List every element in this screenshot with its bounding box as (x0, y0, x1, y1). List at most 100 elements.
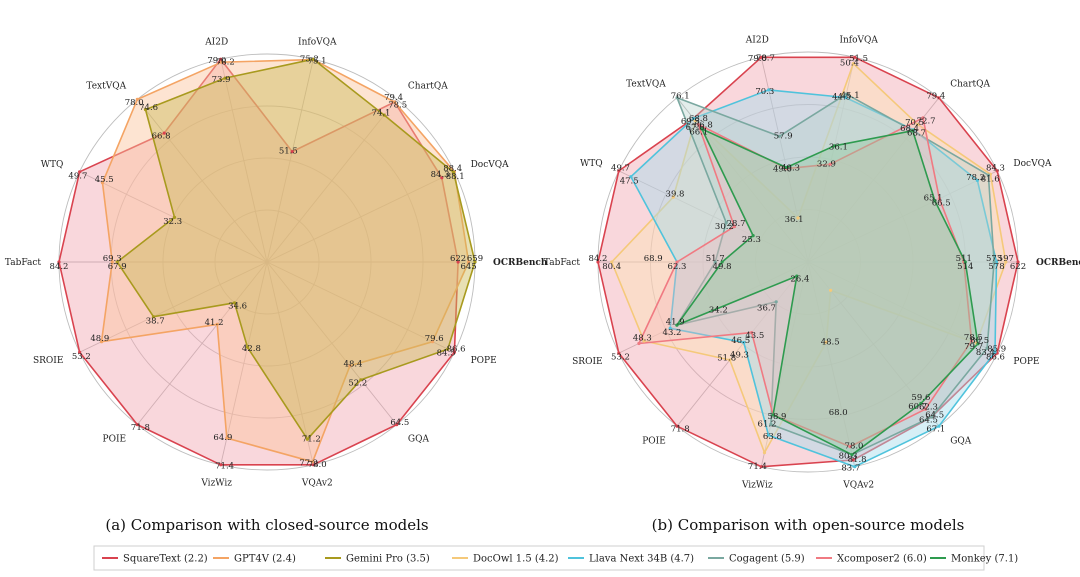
value-label: 25.3 (742, 235, 761, 245)
data-point (995, 169, 999, 173)
caption-closed-source: (a) Comparison with closed-source models (105, 516, 428, 534)
data-point (832, 144, 837, 148)
value-label: 67.9 (108, 262, 127, 272)
axis-label: WTQ (41, 160, 64, 170)
value-label: 86.6 (986, 353, 1005, 363)
data-point (100, 181, 105, 185)
legend: SquareText (2.2) GPT4V (2.4) Gemini Pro (3… (93, 545, 1018, 571)
data-point (992, 260, 996, 264)
value-label: 44.5 (832, 93, 851, 103)
data-point (921, 116, 925, 120)
data-point (115, 260, 119, 264)
value-label: 66.8 (152, 132, 171, 142)
axis-label: GQA (950, 436, 972, 446)
data-point (911, 129, 915, 133)
value-label: 86.6 (447, 345, 466, 355)
axis-label: OCRBench (1036, 258, 1080, 268)
data-point (728, 358, 732, 362)
value-label: 36.1 (829, 143, 848, 153)
data-point (245, 345, 250, 349)
axis-label: GQA (408, 435, 430, 445)
value-label: 49.3 (730, 350, 749, 360)
data-point (848, 445, 852, 449)
data-point (311, 460, 315, 464)
value-label: 49.7 (611, 163, 630, 173)
data-point (57, 260, 61, 264)
axis-label: VQAv2 (842, 480, 874, 490)
data-point (305, 437, 309, 441)
data-point (937, 424, 941, 428)
value-label: 80.5 (970, 336, 989, 346)
data-point (359, 378, 363, 382)
data-point (143, 108, 148, 112)
value-label: 68.0 (829, 408, 848, 418)
axis-spoke (266, 171, 455, 263)
value-label: 62.3 (919, 403, 938, 413)
axis-spoke (807, 170, 998, 263)
data-point (844, 92, 848, 96)
data-point (696, 122, 700, 126)
axis-spoke (266, 261, 314, 465)
data-point (642, 339, 646, 343)
value-label: 578 (988, 262, 1004, 272)
data-point (759, 465, 763, 469)
data-point (440, 176, 444, 180)
value-label: 67.6 (686, 123, 705, 133)
axis-label: WTQ (580, 159, 603, 169)
data-point (777, 134, 781, 138)
data-point (219, 57, 223, 61)
data-point (851, 62, 855, 66)
value-label: 49.8 (713, 262, 732, 272)
data-point (1004, 260, 1008, 264)
value-label: 49.7 (68, 171, 87, 181)
value-label: 70.3 (755, 87, 774, 97)
data-point (759, 55, 763, 59)
value-label: 66.5 (932, 198, 951, 208)
axis-label: POPE (1013, 357, 1039, 367)
value-label: 32.9 (817, 159, 836, 169)
value-label: 622 (1010, 262, 1026, 272)
value-label: 84.2 (589, 254, 608, 264)
data-point (853, 465, 857, 469)
axis-spoke (807, 261, 856, 467)
axis-label: POPE (471, 356, 497, 366)
axis-label: VizWiz (200, 478, 232, 488)
value-label: 28.7 (727, 219, 746, 229)
value-label: 74.6 (139, 103, 158, 113)
data-point (742, 340, 746, 345)
data-point (617, 169, 621, 173)
axis-label: TabFact (5, 258, 41, 268)
axis-spoke (266, 99, 398, 263)
value-label: 69.5 (681, 117, 700, 127)
value-label: 41.2 (205, 318, 224, 328)
data-point (937, 197, 942, 201)
axis-label: ChartQA (408, 81, 448, 91)
value-label: 30.2 (715, 222, 734, 232)
data-point (970, 339, 974, 343)
data-point (151, 315, 156, 319)
axis-label: SROIE (572, 357, 602, 367)
data-point (225, 436, 229, 440)
data-point (919, 401, 923, 406)
value-label: 69.3 (103, 254, 122, 264)
value-label: 622 (450, 254, 466, 264)
value-label: 67.1 (926, 425, 945, 435)
caption-open-source: (b) Comparison with open-source models (652, 516, 965, 534)
value-label: 79.0 (207, 56, 226, 66)
legend-item-label: SquareText (2.2) (123, 554, 208, 565)
axis-label: InfoVQA (839, 36, 878, 46)
value-label: 74.1 (372, 109, 391, 119)
value-label: 573 (986, 254, 1002, 264)
data-point (219, 463, 223, 467)
data-point (1016, 260, 1020, 264)
value-label: 36.1 (785, 215, 804, 225)
data-point (290, 150, 294, 154)
data-point (446, 347, 450, 351)
data-point (668, 326, 672, 330)
value-label: 78.5 (964, 333, 983, 343)
value-label: 68.4 (900, 124, 919, 134)
data-point (843, 95, 848, 100)
value-label: 71.8 (131, 423, 150, 433)
